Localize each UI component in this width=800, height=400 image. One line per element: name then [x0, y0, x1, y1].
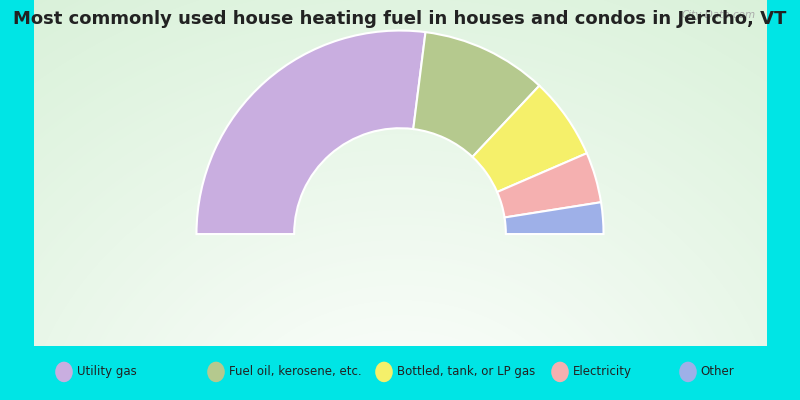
Ellipse shape [55, 362, 73, 382]
Text: Bottled, tank, or LP gas: Bottled, tank, or LP gas [397, 366, 535, 378]
Ellipse shape [207, 362, 225, 382]
Text: City-Data.com: City-Data.com [682, 10, 756, 20]
Text: Most commonly used house heating fuel in houses and condos in Jericho, VT: Most commonly used house heating fuel in… [14, 10, 786, 28]
Ellipse shape [551, 362, 569, 382]
Ellipse shape [679, 362, 697, 382]
Text: Utility gas: Utility gas [77, 366, 137, 378]
Ellipse shape [375, 362, 393, 382]
Wedge shape [505, 202, 603, 234]
Text: Fuel oil, kerosene, etc.: Fuel oil, kerosene, etc. [229, 366, 362, 378]
Wedge shape [414, 32, 539, 157]
Wedge shape [473, 86, 586, 192]
Text: Other: Other [701, 366, 734, 378]
Wedge shape [497, 153, 601, 218]
Wedge shape [197, 30, 426, 234]
Text: Electricity: Electricity [573, 366, 632, 378]
